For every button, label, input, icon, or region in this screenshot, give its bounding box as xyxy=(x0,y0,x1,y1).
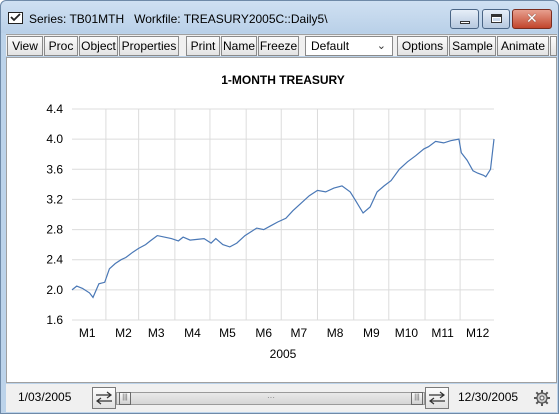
x-tick-label: M10 xyxy=(395,326,419,340)
slider-start-handle[interactable]: ||| xyxy=(119,392,131,405)
y-tick-label: 1.6 xyxy=(46,313,63,327)
x-tick-label: M4 xyxy=(184,326,201,340)
x-tick-label: M7 xyxy=(290,326,307,340)
sample-slider-bar: 1/03/2005 ||| ··· ||| 12/30/2005 xyxy=(6,384,557,412)
gear-icon[interactable] xyxy=(533,389,551,407)
toolbar: View Proc Object Properties Print Name F… xyxy=(6,34,557,56)
close-icon: ✕ xyxy=(526,11,538,27)
close-button[interactable]: ✕ xyxy=(512,9,552,29)
y-tick-label: 4.0 xyxy=(46,132,63,146)
swap-arrows-icon xyxy=(429,391,445,405)
y-tick-label: 3.2 xyxy=(46,192,63,206)
view-button[interactable]: View xyxy=(7,36,43,56)
x-tick-label: M6 xyxy=(255,326,272,340)
x-tick-label: M9 xyxy=(363,326,380,340)
checkbox-window-icon xyxy=(8,12,23,24)
x-tick-label: M2 xyxy=(115,326,132,340)
y-tick-label: 2.4 xyxy=(46,253,63,267)
name-button[interactable]: Name xyxy=(221,36,257,56)
series-line xyxy=(71,138,495,299)
swap-arrows-left-button[interactable] xyxy=(92,387,116,409)
sample-button[interactable]: Sample xyxy=(449,36,496,56)
x-axis-label: 2005 xyxy=(270,347,297,361)
print-button[interactable]: Print xyxy=(186,36,220,56)
x-tick-label: M1 xyxy=(79,326,96,340)
slider-grip: ··· xyxy=(267,393,275,402)
y-tick-label: 2.8 xyxy=(46,223,63,237)
minimize-icon xyxy=(460,21,470,24)
y-tick-label: 3.6 xyxy=(46,162,63,176)
x-tick-label: M5 xyxy=(219,326,236,340)
start-date-label: 1/03/2005 xyxy=(18,390,72,404)
maximize-button[interactable] xyxy=(482,9,510,29)
swap-arrows-icon xyxy=(96,391,112,405)
sample-dropdown[interactable]: Default ⌄ xyxy=(305,36,393,56)
properties-button[interactable]: Properties xyxy=(119,36,179,56)
options-button[interactable]: Options xyxy=(397,36,448,56)
x-tick-label: M8 xyxy=(327,326,344,340)
graph-area: 1-MONTH TREASURY 1.6 2.0 2.4 2.8 3.2 3.6 4.0 4.4… xyxy=(6,57,557,383)
end-date-label: 12/30/2005 xyxy=(458,390,519,404)
chart-title: 1-MONTH TREASURY xyxy=(221,73,345,87)
y-tick-label: 4.4 xyxy=(46,102,63,116)
maximize-icon xyxy=(491,14,502,23)
slider-end-handle[interactable]: ||| xyxy=(411,392,423,405)
toolbar-overflow[interactable] xyxy=(550,36,557,56)
x-tick-label: M3 xyxy=(148,326,165,340)
swap-arrows-right-button[interactable] xyxy=(425,387,449,409)
title-bar[interactable]: Series: TB01MTH Workfile: TREASURY2005C:… xyxy=(1,1,558,33)
minimize-button[interactable] xyxy=(450,9,479,29)
chevron-down-icon: ⌄ xyxy=(376,40,386,52)
y-tick-label: 2.0 xyxy=(46,283,63,297)
freeze-button[interactable]: Freeze xyxy=(258,36,299,56)
x-tick-label: M11 xyxy=(431,326,454,340)
x-tick-label: M12 xyxy=(466,326,490,340)
proc-button[interactable]: Proc xyxy=(44,36,78,56)
animate-button[interactable]: Animate xyxy=(497,36,549,56)
date-range-slider[interactable]: ||| ··· ||| xyxy=(116,392,425,405)
sample-dropdown-value: Default xyxy=(311,39,350,53)
line-chart: 1-MONTH TREASURY 1.6 2.0 2.4 2.8 3.2 3.6 4.0 4.4… xyxy=(46,73,495,361)
object-button[interactable]: Object xyxy=(79,36,118,56)
window-title: Series: TB01MTH Workfile: TREASURY2005C:… xyxy=(29,12,328,26)
